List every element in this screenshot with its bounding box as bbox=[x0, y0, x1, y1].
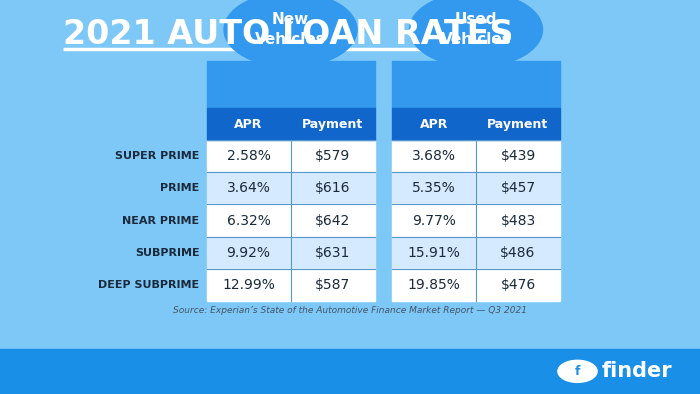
Text: 6.32%: 6.32% bbox=[227, 214, 270, 228]
Text: $631: $631 bbox=[315, 246, 350, 260]
FancyBboxPatch shape bbox=[206, 140, 374, 172]
FancyBboxPatch shape bbox=[392, 269, 560, 301]
Text: 2.58%: 2.58% bbox=[227, 149, 270, 163]
Text: 19.85%: 19.85% bbox=[407, 278, 461, 292]
FancyBboxPatch shape bbox=[392, 204, 560, 237]
Text: SUPER PRIME: SUPER PRIME bbox=[115, 151, 200, 161]
Circle shape bbox=[558, 360, 597, 382]
Text: $616: $616 bbox=[315, 181, 350, 195]
Text: APR: APR bbox=[420, 118, 448, 130]
Text: f: f bbox=[575, 365, 580, 378]
FancyBboxPatch shape bbox=[0, 349, 700, 394]
FancyBboxPatch shape bbox=[392, 172, 560, 204]
Text: Payment: Payment bbox=[487, 118, 549, 130]
Text: 2021 AUTO LOAN RATES: 2021 AUTO LOAN RATES bbox=[63, 18, 514, 51]
Text: Payment: Payment bbox=[302, 118, 363, 130]
Text: 9.92%: 9.92% bbox=[227, 246, 270, 260]
Text: $486: $486 bbox=[500, 246, 536, 260]
Text: 3.64%: 3.64% bbox=[227, 181, 270, 195]
Text: finder: finder bbox=[602, 361, 672, 381]
Text: $483: $483 bbox=[500, 214, 536, 228]
FancyBboxPatch shape bbox=[392, 108, 560, 140]
FancyBboxPatch shape bbox=[392, 61, 560, 108]
Text: New
Vehicles: New Vehicles bbox=[255, 12, 326, 47]
Ellipse shape bbox=[410, 0, 542, 67]
FancyBboxPatch shape bbox=[206, 269, 374, 301]
Text: $457: $457 bbox=[500, 181, 536, 195]
FancyBboxPatch shape bbox=[206, 108, 374, 140]
Text: $439: $439 bbox=[500, 149, 536, 163]
Text: 15.91%: 15.91% bbox=[407, 246, 461, 260]
FancyBboxPatch shape bbox=[206, 61, 374, 108]
FancyBboxPatch shape bbox=[206, 172, 374, 204]
Text: Used
Vehicles: Used Vehicles bbox=[440, 12, 512, 47]
FancyBboxPatch shape bbox=[206, 204, 374, 237]
Text: $642: $642 bbox=[315, 214, 350, 228]
Text: DEEP SUBPRIME: DEEP SUBPRIME bbox=[99, 280, 200, 290]
Text: $587: $587 bbox=[315, 278, 350, 292]
Text: 3.68%: 3.68% bbox=[412, 149, 456, 163]
Text: 5.35%: 5.35% bbox=[412, 181, 456, 195]
Text: Source: Experian’s State of the Automotive Finance Market Report — Q3 2021: Source: Experian’s State of the Automoti… bbox=[173, 306, 527, 315]
Text: SUBPRIME: SUBPRIME bbox=[135, 248, 199, 258]
Text: $579: $579 bbox=[315, 149, 350, 163]
Text: PRIME: PRIME bbox=[160, 183, 200, 193]
Ellipse shape bbox=[224, 0, 357, 67]
Text: NEAR PRIME: NEAR PRIME bbox=[122, 216, 199, 226]
FancyBboxPatch shape bbox=[206, 237, 374, 269]
Text: $476: $476 bbox=[500, 278, 536, 292]
FancyBboxPatch shape bbox=[392, 237, 560, 269]
Text: 12.99%: 12.99% bbox=[222, 278, 275, 292]
Text: 9.77%: 9.77% bbox=[412, 214, 456, 228]
Text: APR: APR bbox=[234, 118, 262, 130]
FancyBboxPatch shape bbox=[392, 140, 560, 172]
